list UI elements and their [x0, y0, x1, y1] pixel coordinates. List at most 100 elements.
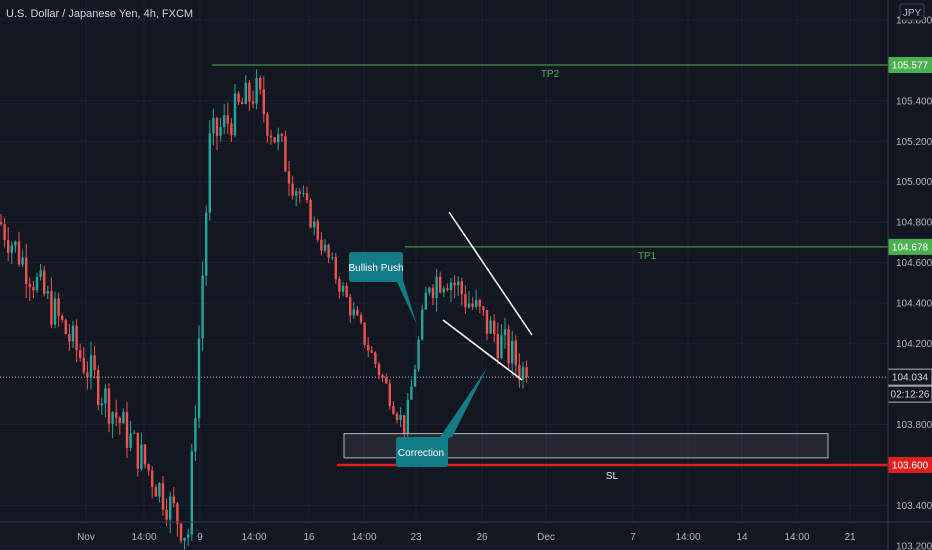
bullish-push-text: Bullish Push — [348, 263, 403, 274]
candle-body — [392, 406, 395, 414]
tp1-price-tag — [888, 238, 932, 255]
candle-body — [496, 334, 499, 359]
candle-body — [460, 281, 463, 295]
candle-body — [525, 367, 528, 378]
candle-body — [147, 464, 150, 471]
candle-body — [313, 221, 316, 228]
x-tick-label: Dec — [537, 532, 555, 543]
candle-body — [403, 415, 406, 435]
candle-body — [511, 340, 514, 364]
bullish-push-callout[interactable] — [349, 252, 417, 325]
candle-body — [82, 357, 85, 373]
x-tick-label: 9 — [197, 532, 203, 543]
candle-body — [115, 412, 118, 418]
overlay: TP2 105.577 TP1 104.678 SL 103.600 104.034 02:1… — [0, 57, 932, 482]
candle-body — [370, 350, 373, 353]
candle-body — [478, 299, 481, 307]
candle-body — [97, 370, 100, 406]
candle-body — [107, 388, 111, 424]
y-tick-label: 104.400 — [896, 299, 932, 310]
candle-body — [10, 245, 13, 253]
time-axis[interactable]: Nov 14:00 9 14:00 16 14:00 23 26 Dec 7 14:00 14 14:0… — [77, 532, 856, 543]
candle-body — [338, 279, 341, 292]
candle-body — [21, 257, 24, 265]
candle-body — [194, 418, 197, 452]
candle-body — [266, 114, 269, 136]
candle-body — [482, 306, 485, 311]
candle-body — [230, 123, 233, 136]
candle-body — [385, 377, 388, 384]
x-tick-label: 14 — [736, 532, 748, 543]
candle-body — [244, 82, 247, 104]
candle-body — [68, 333, 71, 342]
sl-label: SL — [606, 471, 619, 482]
candle-body — [410, 386, 413, 400]
candle-body — [39, 270, 42, 278]
candle-body — [251, 101, 255, 104]
candle-body — [359, 315, 363, 323]
candle-body — [363, 322, 366, 345]
candle-body — [395, 413, 399, 421]
wedge-upper-line[interactable] — [448, 211, 533, 336]
candle-body — [475, 299, 478, 307]
candle-body — [14, 241, 17, 246]
candle-body — [298, 191, 301, 194]
y-tick-label: 103.200 — [896, 541, 932, 550]
candle-body — [309, 199, 312, 228]
candle-body — [111, 412, 114, 424]
wedge-lower-line[interactable] — [442, 319, 523, 381]
x-tick-label: 23 — [410, 532, 422, 543]
currency-label: JPY — [903, 8, 922, 19]
candle-body — [284, 136, 287, 172]
candle-body — [356, 309, 359, 316]
grid — [0, 0, 888, 547]
candle-body — [259, 78, 262, 90]
y-tick-label: 105.400 — [896, 96, 932, 107]
tp2-price-tag — [888, 57, 932, 73]
candle-body — [273, 137, 276, 143]
candle-body — [471, 303, 474, 307]
candle-body — [241, 102, 244, 104]
candle-body — [122, 412, 125, 424]
candle-body — [223, 115, 226, 128]
y-tick-label: 105.800 — [896, 15, 932, 26]
price-axis[interactable]: 105.800 105.400 105.200 105.000 104.800 104.6… — [896, 15, 932, 550]
candle-body — [431, 287, 435, 298]
x-tick-label: Nov — [77, 532, 95, 543]
candle-body — [424, 292, 427, 310]
candle-body — [28, 283, 31, 288]
candle-body — [514, 340, 517, 366]
candle-body — [320, 239, 323, 251]
candle-body — [61, 315, 64, 320]
candle-body — [421, 309, 424, 340]
candle-body — [367, 344, 370, 351]
currency-badge[interactable] — [899, 3, 925, 21]
candle-body — [154, 486, 157, 497]
candle-body — [334, 257, 337, 280]
correction-callout[interactable] — [396, 368, 487, 467]
candle-body — [3, 224, 6, 241]
candle-body — [17, 241, 21, 265]
candle-body — [136, 432, 139, 469]
candle-body — [0, 222, 3, 225]
candle-body — [446, 288, 449, 291]
candle-body — [201, 275, 204, 339]
y-tick-label: 103.400 — [896, 501, 932, 512]
candle-body — [237, 93, 240, 103]
candle-body — [25, 257, 28, 284]
candle-body — [161, 483, 165, 510]
candle-body — [489, 320, 492, 334]
candle-body — [341, 285, 345, 292]
candle-body — [255, 78, 258, 104]
candles — [0, 69, 528, 550]
candle-body — [86, 372, 89, 378]
last-price: 104.034 — [892, 373, 929, 384]
correction-text: Correction — [398, 448, 444, 459]
candle-body — [233, 93, 237, 136]
tp1-label: TP1 — [638, 251, 657, 262]
x-tick-label: 26 — [476, 532, 488, 543]
candle-body — [190, 451, 193, 535]
candle-body — [406, 399, 409, 435]
